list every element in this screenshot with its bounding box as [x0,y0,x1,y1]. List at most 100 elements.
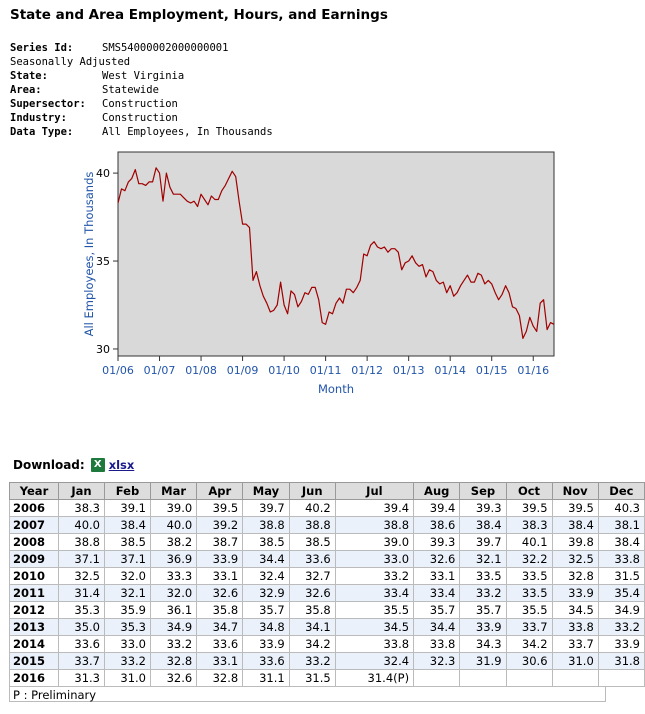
value-cell: 32.3 [413,652,461,670]
value-cell: 34.9 [149,618,198,636]
year-cell: 2008 [9,533,59,551]
value-cell: 31.5 [288,669,336,687]
value-cell: 39.5 [196,499,244,517]
column-header: Feb [103,482,151,500]
value-cell: 35.7 [242,601,290,619]
value-cell: 31.5 [597,567,645,585]
value-cell: 34.7 [196,618,244,636]
value-cell: 33.1 [196,567,244,585]
table-row: 2010 32.5 32.0 33.3 33.1 32.4 32.7 33.2 33.1 33.5… [9,567,645,585]
x-tick-label: 01/13 [393,364,425,377]
value-cell: 33.5 [505,584,553,602]
metadata-key: Area: [10,84,42,96]
x-tick-label: 01/07 [144,364,176,377]
value-cell: 33.7 [505,618,553,636]
value-cell: 33.9 [242,635,290,653]
value-cell: 32.7 [288,567,336,585]
value-cell: 35.3 [57,601,105,619]
value-cell: 35.5 [334,601,415,619]
value-cell: 37.1 [103,550,151,568]
value-cell: 33.2 [103,652,151,670]
value-cell: 35.9 [103,601,151,619]
metadata-row: Industry: Construction [10,111,273,125]
value-cell: 31.4 [57,584,105,602]
metadata-row: Supersector: Construction [10,97,273,111]
year-cell: 2007 [9,516,59,534]
x-tick-label: 01/09 [227,364,259,377]
metadata-key: Series Id: [10,42,74,54]
value-cell: 32.6 [413,550,461,568]
value-cell [413,669,461,687]
value-cell: 34.5 [334,618,415,636]
value-cell: 32.6 [196,584,244,602]
value-cell: 35.4 [597,584,645,602]
excel-icon: X [90,458,105,472]
value-cell: 39.7 [242,499,290,517]
column-header: Sep [459,482,507,500]
value-cell: 38.3 [57,499,105,517]
year-cell: 2016 [9,669,59,687]
table-row: 2009 37.1 37.1 36.9 33.9 34.4 33.6 33.0 32.6 32.1… [9,550,645,568]
value-cell: 38.6 [413,516,461,534]
value-cell: 33.2 [334,567,415,585]
value-cell: 33.0 [334,550,415,568]
employment-line-chart: 30 35 40 01/06 01/07 01/08 01/09 01/10 01/11 01/1… [82,151,555,396]
value-cell: 37.1 [57,550,105,568]
value-cell: 32.1 [459,550,507,568]
value-cell: 38.4 [459,516,507,534]
value-cell [597,669,645,687]
value-cell: 33.8 [551,618,599,636]
x-tick-label: 01/08 [185,364,217,377]
value-cell: 32.8 [149,652,198,670]
metadata-value: Construction [102,112,178,124]
year-cell: 2014 [9,635,59,653]
value-cell: 33.9 [459,618,507,636]
value-cell: 39.3 [413,533,461,551]
download-section: Download: X xlsx [13,458,134,472]
value-cell: 33.9 [597,635,645,653]
value-cell: 38.4 [103,516,151,534]
value-cell: 32.0 [149,584,198,602]
value-cell: 35.3 [103,618,151,636]
value-cell: 39.8 [551,533,599,551]
value-cell: 31.9 [459,652,507,670]
value-cell: 34.4 [242,550,290,568]
value-cell: 33.7 [57,652,105,670]
series-metadata: Series Id: SMS54000002000000001 Seasonally… [10,41,273,139]
x-tick-label: 01/16 [517,364,549,377]
value-cell: 40.2 [288,499,336,517]
value-cell [459,669,507,687]
table-row: 2014 33.6 33.0 33.2 33.6 33.9 34.2 33.8 33.8 34.3… [9,635,645,653]
value-cell: 36.1 [149,601,198,619]
value-cell: 35.0 [57,618,105,636]
year-cell: 2012 [9,601,59,619]
value-cell: 33.2 [288,652,336,670]
value-cell: 33.5 [459,567,507,585]
value-cell: 33.8 [334,635,415,653]
value-cell: 32.0 [103,567,151,585]
value-cell: 38.5 [242,533,290,551]
column-header: Oct [505,482,553,500]
metadata-key: Data Type: [10,126,74,138]
column-header: Aug [413,482,461,500]
value-cell: 38.1 [597,516,645,534]
column-header: Mar [149,482,198,500]
x-tick-label: 01/11 [310,364,342,377]
value-cell: 33.1 [413,567,461,585]
x-tick-label: 01/12 [351,364,383,377]
y-axis-label: All Employees, In Thousands [82,172,96,337]
value-cell: 33.4 [334,584,415,602]
value-cell: 38.2 [149,533,198,551]
value-cell: 40.3 [597,499,645,517]
x-tick-label: 01/15 [476,364,508,377]
column-header: Dec [597,482,645,500]
footnote: P : Preliminary [9,686,606,702]
table-row: 2012 35.3 35.9 36.1 35.8 35.7 35.8 35.5 35.7 35.7… [9,601,645,619]
table-row: 2007 40.0 38.4 40.0 39.2 38.8 38.8 38.8 38.6 38.4… [9,516,645,534]
value-cell: 33.2 [149,635,198,653]
value-cell: 32.9 [242,584,290,602]
value-cell: 39.4 [413,499,461,517]
column-header: Jan [57,482,105,500]
xlsx-download-link[interactable]: xlsx [108,458,135,472]
value-cell: 33.9 [551,584,599,602]
